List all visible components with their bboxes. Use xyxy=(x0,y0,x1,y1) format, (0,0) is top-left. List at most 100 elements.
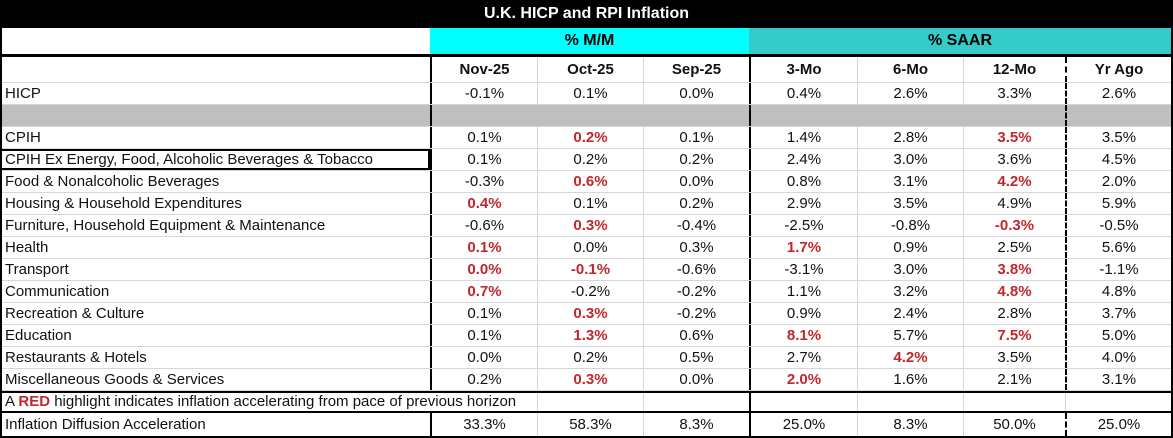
summary-value-cell: 50.0% xyxy=(963,413,1065,436)
note-empty-cell xyxy=(537,393,643,411)
value-cell: 3.8% xyxy=(963,259,1065,280)
note-empty-cell xyxy=(963,393,1065,411)
value-cell: -0.6% xyxy=(643,259,749,280)
column-header-6mo: 6-Mo xyxy=(857,57,963,82)
value-cell: 3.1% xyxy=(857,171,963,192)
table-row: Education 0.1% 1.3% 0.6% 8.1% 5.7% 7.5% … xyxy=(2,325,1171,347)
value-cell: 2.8% xyxy=(963,303,1065,324)
value-cell: 0.1% xyxy=(430,237,537,258)
column-header-blank xyxy=(2,57,430,82)
note-empty-cell xyxy=(1065,393,1171,411)
value-cell: -0.8% xyxy=(857,215,963,236)
value-cell: 2.6% xyxy=(857,83,963,104)
row-label: CPIH Ex Energy, Food, Alcoholic Beverage… xyxy=(2,149,430,170)
value-cell: 2.7% xyxy=(749,347,857,368)
value-cell: -0.3% xyxy=(963,215,1065,236)
value-cell: 1.7% xyxy=(749,237,857,258)
table-row: Communication 0.7% -0.2% -0.2% 1.1% 3.2%… xyxy=(2,281,1171,303)
table-title: U.K. HICP and RPI Inflation xyxy=(483,5,690,22)
value-cell: 3.2% xyxy=(857,281,963,302)
value-cell: 0.4% xyxy=(430,193,537,214)
summary-value-cell: 8.3% xyxy=(643,413,749,436)
column-header-12mo: 12-Mo xyxy=(963,57,1065,82)
value-cell: 2.4% xyxy=(857,303,963,324)
value-cell: -0.1% xyxy=(537,259,643,280)
value-cell: 8.1% xyxy=(749,325,857,346)
row-label: Housing & Household Expenditures xyxy=(5,194,242,212)
row-label: Health xyxy=(5,238,49,256)
table-body: CPIH 0.1% 0.2% 0.1% 1.4% 2.8% 3.5% 3.5% … xyxy=(2,127,1171,391)
value-cell: 2.6% xyxy=(1065,83,1171,104)
value-cell: -0.1% xyxy=(430,83,537,104)
table-row: CPIH 0.1% 0.2% 0.1% 1.4% 2.8% 3.5% 3.5% xyxy=(2,127,1171,149)
value-cell: 0.8% xyxy=(749,171,857,192)
value-cell: 0.0% xyxy=(643,369,749,390)
note-empty-cell xyxy=(749,393,857,411)
column-header-nov25: Nov-25 xyxy=(430,57,537,82)
value-cell: 1.1% xyxy=(749,281,857,302)
row-label: Transport xyxy=(5,260,69,278)
note-row: A RED highlight indicates inflation acce… xyxy=(2,391,1171,413)
value-cell: 2.5% xyxy=(963,237,1065,258)
value-cell: 0.1% xyxy=(430,127,537,148)
row-label: Recreation & Culture xyxy=(5,304,145,322)
value-cell: 4.9% xyxy=(963,193,1065,214)
row-label: Restaurants & Hotels xyxy=(5,348,147,366)
spacer-cell xyxy=(430,105,537,126)
value-cell: 5.6% xyxy=(1065,237,1171,258)
column-header-row: Nov-25 Oct-25 Sep-25 3-Mo 6-Mo 12-Mo Yr … xyxy=(2,57,1171,83)
value-cell: 2.9% xyxy=(749,193,857,214)
value-cell: 2.0% xyxy=(1065,171,1171,192)
value-cell: 5.7% xyxy=(857,325,963,346)
value-cell: 0.1% xyxy=(643,127,749,148)
value-cell: 5.9% xyxy=(1065,193,1171,214)
summary-row: Inflation Diffusion Acceleration 33.3% 5… xyxy=(2,413,1171,436)
value-cell: 1.4% xyxy=(749,127,857,148)
row-label: Education xyxy=(5,326,72,344)
column-header-oct25: Oct-25 xyxy=(537,57,643,82)
value-cell: 3.7% xyxy=(1065,303,1171,324)
value-cell: -0.5% xyxy=(1065,215,1171,236)
table-row: Transport 0.0% -0.1% -0.6% -3.1% 3.0% 3.… xyxy=(2,259,1171,281)
table-row: CPIH Ex Energy, Food, Alcoholic Beverage… xyxy=(2,149,1171,171)
value-cell: 0.2% xyxy=(643,193,749,214)
summary-value-cell: 58.3% xyxy=(537,413,643,436)
value-cell: 3.5% xyxy=(857,193,963,214)
value-cell: 0.3% xyxy=(537,215,643,236)
value-cell: 4.2% xyxy=(857,347,963,368)
value-cell: 0.1% xyxy=(537,83,643,104)
value-cell: 3.5% xyxy=(1065,127,1171,148)
hicp-row-slot: HICP -0.1% 0.1% 0.0% 0.4% 2.6% 3.3% 2.6% xyxy=(2,83,1171,105)
value-cell: 0.6% xyxy=(537,171,643,192)
value-cell: 2.0% xyxy=(749,369,857,390)
table-row: Health 0.1% 0.0% 0.3% 1.7% 0.9% 2.5% 5.6… xyxy=(2,237,1171,259)
value-cell: 0.1% xyxy=(430,303,537,324)
note-red-word: RED xyxy=(18,393,51,410)
value-cell: 5.0% xyxy=(1065,325,1171,346)
value-cell: 4.5% xyxy=(1065,149,1171,170)
row-label: Furniture, Household Equipment & Mainten… xyxy=(5,216,326,234)
note-empty-cell xyxy=(857,393,963,411)
spacer-cell xyxy=(2,105,430,126)
value-cell: 0.0% xyxy=(537,237,643,258)
row-label: HICP xyxy=(5,84,41,102)
value-cell: -0.4% xyxy=(643,215,749,236)
value-cell: 4.8% xyxy=(1065,281,1171,302)
column-header-yrago: Yr Ago xyxy=(1065,57,1171,82)
value-cell: 0.9% xyxy=(857,237,963,258)
spacer-cell xyxy=(963,105,1065,126)
value-cell: 0.2% xyxy=(537,149,643,170)
row-label: Miscellaneous Goods & Services xyxy=(5,370,225,388)
value-cell: 0.3% xyxy=(537,303,643,324)
value-cell: 0.0% xyxy=(643,171,749,192)
value-cell: 0.1% xyxy=(430,149,537,170)
value-cell: 2.1% xyxy=(963,369,1065,390)
column-header-3mo: 3-Mo xyxy=(749,57,857,82)
note-empty-cell xyxy=(643,393,749,411)
value-cell: 0.2% xyxy=(537,347,643,368)
value-cell: 0.0% xyxy=(430,347,537,368)
value-cell: 0.7% xyxy=(430,281,537,302)
value-cell: 2.4% xyxy=(749,149,857,170)
spacer-cell xyxy=(749,105,857,126)
